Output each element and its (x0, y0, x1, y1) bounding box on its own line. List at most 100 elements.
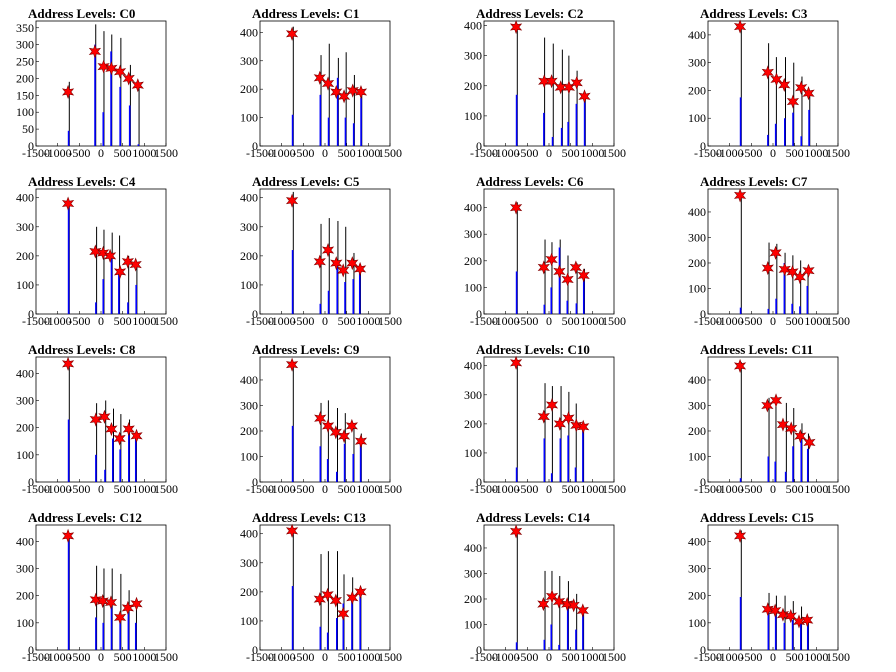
x-tick-label: 1000 (132, 482, 156, 496)
y-tick-label: 50 (22, 122, 34, 136)
x-tick-label: 1500 (826, 314, 850, 328)
spike-fill (800, 438, 803, 482)
panel-title: Address Levels: C12 (28, 510, 142, 525)
level-marker (802, 263, 815, 278)
spike-fill (118, 273, 120, 314)
level-marker (105, 61, 118, 76)
y-tick-label: 0 (28, 643, 34, 657)
level-marker (61, 84, 75, 100)
panel-title: Address Levels: C3 (700, 6, 808, 21)
level-marker (509, 19, 523, 35)
level-marker (313, 592, 326, 607)
level-marker (354, 434, 368, 449)
level-marker (577, 268, 590, 283)
spike-fill (319, 303, 322, 314)
x-tick-label: 0 (322, 482, 328, 496)
spike-fill (104, 469, 106, 482)
spike-fill (575, 303, 578, 314)
y-tick-label: 300 (240, 220, 258, 234)
spike-fill (550, 287, 553, 314)
y-tick-label: 300 (464, 49, 482, 63)
panel-title: Address Levels: C10 (476, 342, 590, 357)
x-tick-label: -500 (740, 650, 762, 664)
y-tick-label: 0 (700, 139, 706, 153)
y-tick-label: 0 (476, 139, 482, 153)
y-tick-label: 100 (464, 446, 482, 460)
level-marker (803, 435, 816, 450)
spike-fill (327, 117, 330, 146)
x-tick-label: 1500 (378, 650, 402, 664)
x-tick-label: -500 (740, 482, 762, 496)
y-tick-label: 100 (464, 280, 482, 294)
level-marker (733, 19, 747, 34)
x-tick-label: 1500 (154, 314, 178, 328)
panel-c5: Address Levels: C5 0 100 200 300 400 -1500-100… (240, 174, 402, 328)
spike-fill (767, 308, 770, 314)
x-tick-label: 0 (98, 146, 104, 160)
spike-fill (582, 611, 584, 650)
panel-c0: Address Levels: C0 0 50 100 150 200 250 300 350 -… (16, 6, 178, 160)
level-marker (345, 418, 358, 433)
x-tick-label: 0 (770, 314, 776, 328)
spike-fill (575, 629, 577, 650)
spike-fill (110, 255, 113, 314)
spike-fill (560, 127, 563, 146)
x-tick-label: 0 (98, 314, 104, 328)
level-marker (354, 84, 368, 100)
y-tick-label: 100 (464, 617, 482, 631)
y-tick-label: 300 (688, 398, 706, 412)
x-tick-label: -1500 (246, 314, 274, 328)
level-marker (545, 74, 558, 89)
panel-c12: Address Levels: C12 0 100 200 300 400 -1500-10… (16, 510, 178, 664)
level-marker (96, 594, 109, 609)
spike-fill (94, 44, 96, 146)
spike-fill (784, 471, 787, 482)
x-tick-label: -1000 (716, 146, 744, 160)
x-tick-label: 1500 (378, 482, 402, 496)
level-marker (113, 610, 127, 625)
panel-c11: Address Levels: C11 0 100 200 300 400 -1500-10… (688, 342, 850, 496)
x-tick-label: 1500 (154, 482, 178, 496)
spike-fill (128, 427, 130, 482)
spike-fill (792, 112, 794, 146)
y-tick-label: 200 (688, 256, 706, 270)
spike-fill (327, 290, 330, 314)
spike-fill (559, 438, 562, 482)
spike-fill (582, 429, 584, 482)
y-tick-label: 200 (16, 589, 34, 603)
level-marker (786, 264, 799, 279)
x-tick-label: 1500 (602, 482, 626, 496)
spike-fill (558, 247, 561, 314)
spike-fill (291, 586, 294, 650)
level-marker (733, 528, 747, 543)
spike-fill (102, 279, 105, 314)
level-marker (784, 608, 797, 624)
spike-fill (336, 618, 338, 650)
x-tick-label: 1000 (132, 146, 156, 160)
spike-fill (336, 77, 339, 146)
x-tick-label: 1000 (580, 482, 604, 496)
spike-fill (583, 97, 586, 146)
y-tick-label: 0 (252, 643, 258, 657)
spike-fill (119, 620, 121, 650)
x-tick-label: -1500 (694, 314, 722, 328)
spike-fill (95, 302, 97, 314)
x-tick-label: -500 (292, 146, 314, 160)
level-marker (795, 80, 808, 95)
y-tick-label: 300 (16, 38, 34, 52)
spike-fill (135, 284, 137, 314)
spike-fill (336, 261, 339, 314)
spike-fill (567, 435, 569, 482)
level-marker (552, 594, 566, 609)
level-marker (337, 429, 351, 444)
spike-fill (127, 302, 129, 314)
level-marker (801, 613, 814, 628)
spike-fill (799, 306, 801, 314)
spike-fill (774, 461, 777, 482)
spike-fill (775, 298, 777, 314)
y-tick-label: 400 (16, 534, 34, 548)
x-tick-label: 0 (770, 482, 776, 496)
plot-frame (707, 524, 839, 651)
spike-fill (791, 620, 794, 650)
